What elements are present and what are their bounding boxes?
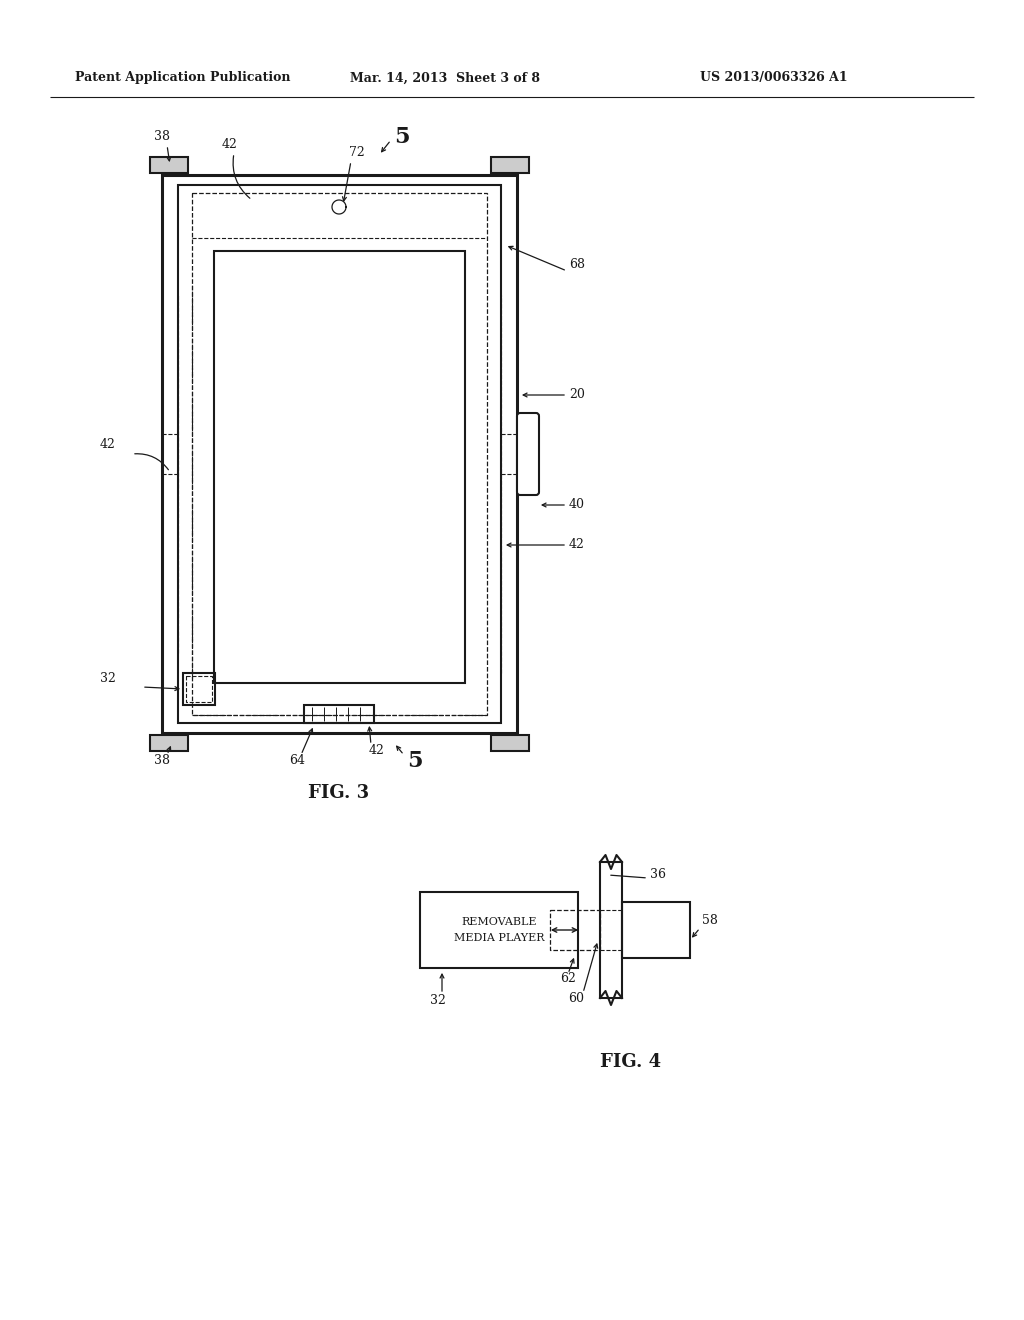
Bar <box>420 892 578 968</box>
Bar <box>622 902 690 958</box>
Text: 38: 38 <box>154 131 170 144</box>
Text: 68: 68 <box>569 259 585 272</box>
Text: 42: 42 <box>569 539 585 552</box>
Text: 42: 42 <box>222 139 238 152</box>
Text: 20: 20 <box>569 388 585 401</box>
Bar <box>183 673 215 705</box>
Text: 5: 5 <box>407 750 423 772</box>
Text: 60: 60 <box>568 991 584 1005</box>
Text: 72: 72 <box>349 147 365 160</box>
Text: 58: 58 <box>702 913 718 927</box>
Text: US 2013/0063326 A1: US 2013/0063326 A1 <box>700 71 848 84</box>
Text: 40: 40 <box>569 499 585 511</box>
Bar <box>150 157 188 173</box>
Bar <box>304 705 374 723</box>
Bar <box>162 176 517 733</box>
Bar <box>150 735 188 751</box>
Bar <box>550 909 600 950</box>
Text: 42: 42 <box>100 437 116 450</box>
Text: 5: 5 <box>394 125 410 148</box>
Text: Mar. 14, 2013  Sheet 3 of 8: Mar. 14, 2013 Sheet 3 of 8 <box>350 71 540 84</box>
Text: 36: 36 <box>650 869 666 882</box>
Text: 38: 38 <box>154 755 170 767</box>
Bar <box>490 735 529 751</box>
Bar <box>490 157 529 173</box>
Text: 42: 42 <box>369 744 385 758</box>
Text: FIG. 4: FIG. 4 <box>600 1053 662 1071</box>
FancyBboxPatch shape <box>517 413 539 495</box>
Text: Patent Application Publication: Patent Application Publication <box>75 71 291 84</box>
Text: REMOVABLE: REMOVABLE <box>461 917 537 927</box>
Bar <box>186 676 212 702</box>
Text: FIG. 3: FIG. 3 <box>308 784 370 803</box>
Text: MEDIA PLAYER: MEDIA PLAYER <box>454 933 544 942</box>
Bar <box>178 185 501 723</box>
Text: 32: 32 <box>100 672 116 685</box>
Bar <box>193 193 487 715</box>
Text: 32: 32 <box>430 994 445 1006</box>
Text: 64: 64 <box>289 755 305 767</box>
Bar <box>214 251 465 682</box>
Bar <box>600 862 622 998</box>
Text: 62: 62 <box>560 972 575 985</box>
